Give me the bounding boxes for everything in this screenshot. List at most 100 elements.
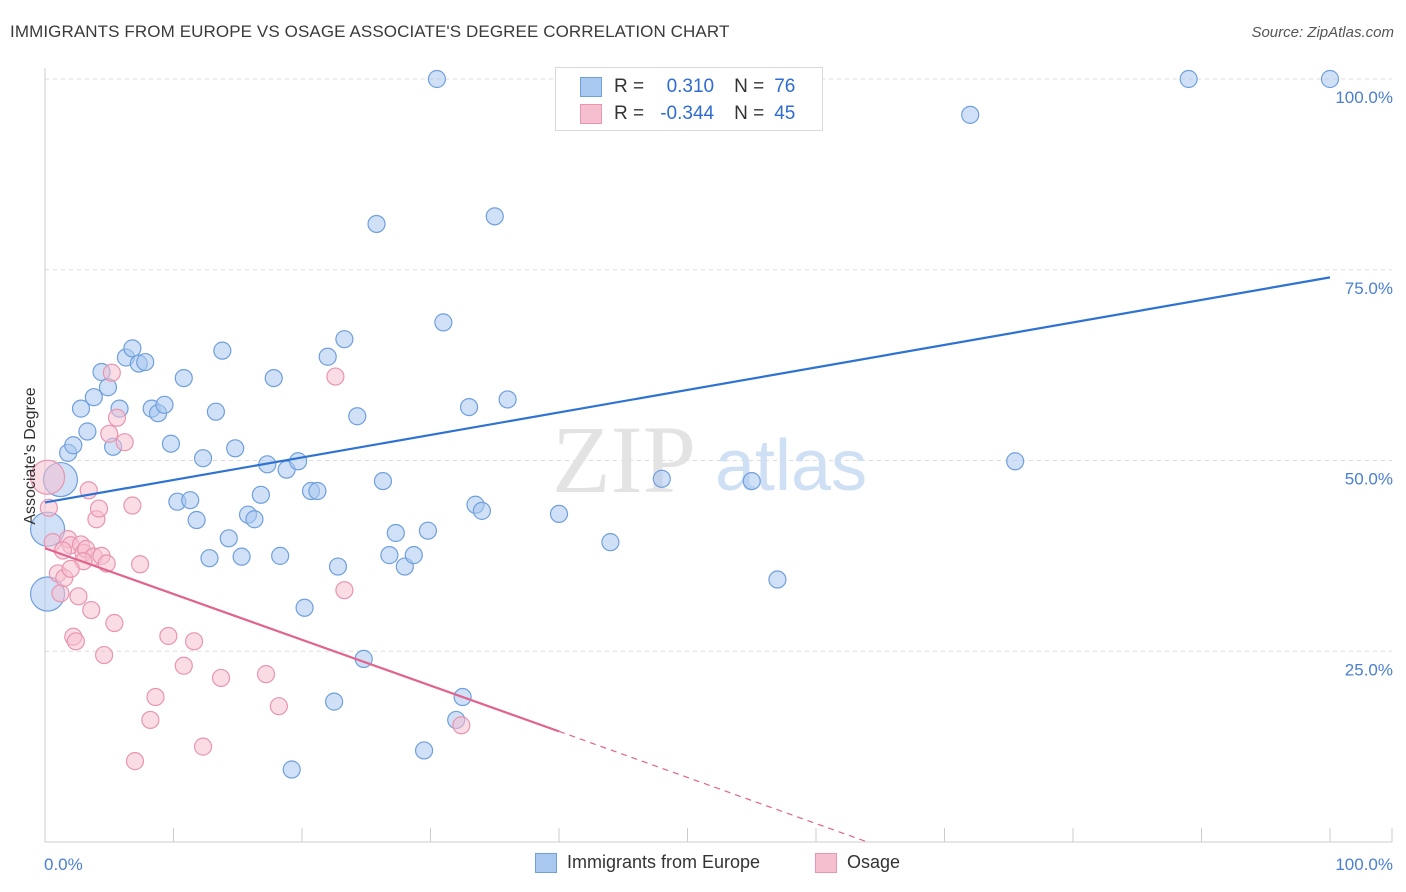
data-point <box>459 397 479 417</box>
data-point <box>184 632 204 651</box>
data-point <box>213 341 232 360</box>
legend-row-osage: R = -0.344 N = 45 <box>556 101 795 127</box>
data-point <box>652 469 671 488</box>
data-point <box>123 339 142 358</box>
data-point <box>174 656 193 675</box>
data-point <box>130 555 150 574</box>
series-osage <box>29 363 471 771</box>
data-point <box>295 598 314 617</box>
x-tick-label: 0.0% <box>44 855 83 874</box>
watermark-zip: ZIP <box>552 406 696 513</box>
bottom-legend-immigrants: Immigrants from Europe <box>535 852 760 873</box>
data-point <box>136 352 155 372</box>
bottom-legend-osage: Osage <box>815 852 900 873</box>
data-point <box>84 388 103 407</box>
data-point <box>601 533 620 552</box>
source-label: Source: ZipAtlas.com <box>1251 24 1394 41</box>
data-point <box>768 570 787 589</box>
legend-n-label: N = <box>734 76 765 97</box>
data-point <box>1179 69 1198 89</box>
legend-r-label: R = <box>614 76 645 97</box>
tick-labels: 25.0% 50.0% 75.0% 100.0% 0.0% 100.0% <box>44 88 1393 874</box>
data-point <box>219 529 238 548</box>
data-point <box>271 546 290 565</box>
data-point <box>125 752 145 771</box>
legend-n-value: 45 <box>774 103 796 124</box>
data-point <box>100 424 119 443</box>
axes <box>44 68 1393 843</box>
data-point <box>418 521 438 540</box>
data-point <box>472 501 491 520</box>
data-point <box>105 613 124 633</box>
legend-n-label: N = <box>734 103 765 124</box>
data-point <box>61 559 80 578</box>
data-point <box>256 665 276 684</box>
grid <box>45 78 1392 652</box>
data-point <box>226 439 245 458</box>
data-point <box>434 313 453 332</box>
trend-line-osage <box>44 547 560 733</box>
trend-line-osage-extension <box>558 730 868 843</box>
data-point <box>245 510 264 529</box>
data-point <box>325 692 344 711</box>
data-point <box>961 105 980 124</box>
legend-r-value: -0.344 <box>660 103 715 124</box>
data-point <box>146 687 165 707</box>
trend-line-immigrants <box>44 276 1331 504</box>
data-point <box>318 347 337 366</box>
data-point <box>335 330 354 349</box>
chart-title: IMMIGRANTS FROM EUROPE VS OSAGE ASSOCIAT… <box>10 22 730 41</box>
data-point <box>123 496 142 515</box>
watermark-atlas: atlas <box>715 426 867 506</box>
data-point <box>269 697 288 716</box>
data-point <box>66 632 85 651</box>
data-point <box>64 436 83 455</box>
data-point <box>95 645 114 665</box>
data-point <box>181 491 200 510</box>
data-point <box>159 626 178 646</box>
legend-r-value: 0.310 <box>666 76 715 97</box>
data-point <box>78 422 97 441</box>
data-point <box>1006 452 1025 471</box>
data-point <box>161 434 181 453</box>
data-point <box>200 549 219 568</box>
y-tick-label: 75.0% <box>1345 279 1393 298</box>
data-point <box>742 472 761 491</box>
legend-swatch-pink <box>580 104 602 124</box>
data-point <box>193 449 213 468</box>
data-point <box>89 499 109 518</box>
legend-swatch-blue <box>580 77 602 97</box>
legend-r-label: R = <box>614 103 645 124</box>
data-point <box>335 581 354 600</box>
data-point <box>211 668 231 688</box>
data-point <box>102 363 121 382</box>
data-point <box>452 716 471 735</box>
series-immigrants-from-europe <box>29 69 1340 779</box>
data-point <box>251 485 270 504</box>
data-point <box>51 584 70 603</box>
legend-row-immigrants: R = 0.310 N = 76 <box>556 74 795 100</box>
trend-lines <box>44 276 1331 843</box>
data-point <box>29 459 66 495</box>
data-point <box>264 368 283 388</box>
data-point <box>404 546 423 565</box>
data-point <box>82 600 101 620</box>
data-point <box>498 390 517 409</box>
data-point <box>414 741 434 760</box>
data-point <box>187 510 206 530</box>
data-point <box>386 523 405 543</box>
data-point <box>39 498 58 517</box>
data-point <box>141 710 160 730</box>
data-point <box>427 69 447 89</box>
data-point <box>373 472 393 491</box>
correlation-legend: R = 0.310 N = 76 R = -0.344 N = 45 <box>555 67 823 131</box>
data-point <box>174 368 193 388</box>
y-axis-label: Associate's Degree <box>22 387 39 524</box>
data-point <box>367 214 386 234</box>
data-point <box>282 760 301 779</box>
data-point <box>115 433 134 452</box>
data-point <box>107 408 127 427</box>
data-point <box>155 395 174 414</box>
data-point <box>308 481 327 501</box>
